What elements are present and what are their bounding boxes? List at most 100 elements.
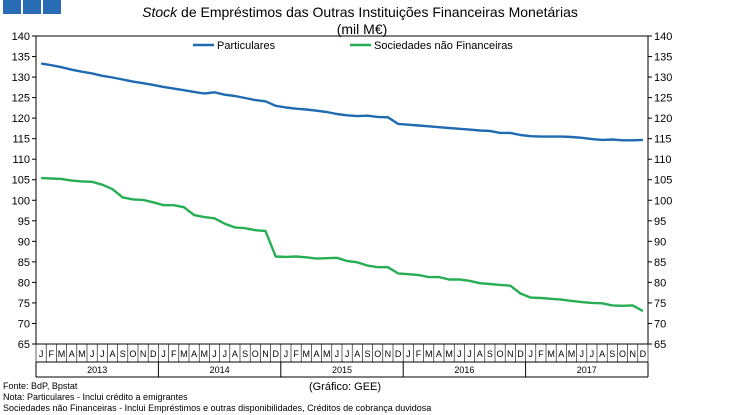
y-tick-label-left: 105 — [12, 175, 30, 187]
x-tick-label-month: J — [100, 349, 105, 359]
chart-title: Stock de Empréstimos das Outras Institui… — [142, 4, 578, 20]
y-tick-label-left: 70 — [18, 318, 30, 330]
y-tick-label-right: 70 — [654, 318, 666, 330]
x-tick-label-month: M — [445, 349, 453, 359]
x-tick-label-month: J — [406, 349, 411, 359]
x-tick-label-month: D — [150, 349, 157, 359]
chart-subtitle: (mil M€) — [337, 21, 388, 37]
x-tick-label-month: A — [69, 349, 75, 359]
x-tick-label-month: F — [538, 349, 544, 359]
y-tick-label-right: 95 — [654, 216, 666, 228]
y-tick-label-right: 80 — [654, 277, 666, 289]
x-tick-label-month: M — [303, 349, 311, 359]
x-tick-label-month: O — [374, 349, 381, 359]
x-tick-label-month: A — [436, 349, 442, 359]
chart-title-rest: de Empréstimos das Outras Instituições F… — [177, 4, 578, 20]
brand-block-2 — [23, 0, 41, 14]
y-tick-label-right: 125 — [654, 93, 672, 105]
x-tick-label-year: 2013 — [87, 365, 107, 375]
x-tick-label-month: F — [293, 349, 299, 359]
series-line-sociedades-nao-financeiras — [41, 176, 644, 313]
y-tick-label-left: 80 — [18, 277, 30, 289]
x-tick-label-month: O — [619, 349, 626, 359]
footnote-note-particulares: Nota: Particulares - Inclui crédito a em… — [3, 392, 188, 402]
y-tick-label-left: 100 — [12, 195, 30, 207]
x-tick-label-month: J — [579, 349, 584, 359]
x-tick-label-month: A — [191, 349, 197, 359]
y-tick-label-left: 115 — [12, 134, 30, 146]
x-tick-label-month: J — [90, 349, 95, 359]
x-tick-label-month: J — [212, 349, 217, 359]
x-tick-label-month: J — [590, 349, 595, 359]
x-tick-label-month: N — [385, 349, 392, 359]
y-tick-label-right: 90 — [654, 236, 666, 248]
y-tick-label-right: 120 — [654, 113, 672, 125]
x-tick-label-month: M — [323, 349, 331, 359]
x-tick-label-month: A — [599, 349, 605, 359]
series-layer — [40, 62, 644, 313]
y-tick-label-left: 135 — [12, 52, 30, 64]
y-tick-label-left: 110 — [12, 154, 30, 166]
x-tick-label-month: O — [497, 349, 504, 359]
x-tick-label-month: M — [568, 349, 576, 359]
brand-block-1 — [3, 0, 21, 14]
x-tick-label-month: M — [58, 349, 66, 359]
y-tick-label-right: 105 — [654, 175, 672, 187]
x-tick-label-month: D — [272, 349, 279, 359]
x-tick-label-month: M — [201, 349, 209, 359]
x-tick-label-month: N — [262, 349, 269, 359]
x-tick-label-month: A — [232, 349, 238, 359]
x-tick-label-month: S — [609, 349, 615, 359]
x-tick-label-month: A — [109, 349, 115, 359]
x-tick-label-month: J — [528, 349, 533, 359]
x-tick-label-month: F — [416, 349, 422, 359]
x-tick-label-year: 2016 — [454, 365, 474, 375]
x-tick-label-month: M — [78, 349, 86, 359]
x-tick-label-month: J — [457, 349, 462, 359]
x-tick-label-year: 2015 — [332, 365, 352, 375]
y-tick-label-right: 85 — [654, 257, 666, 269]
x-tick-label-month: O — [129, 349, 136, 359]
x-tick-label-month: M — [180, 349, 188, 359]
x-tick-label-month: N — [629, 349, 636, 359]
x-tick-label-month: D — [517, 349, 524, 359]
x-tick-label-month: D — [395, 349, 402, 359]
x-tick-label-month: J — [335, 349, 340, 359]
footnote-source: Fonte: BdP, Bpstat — [3, 381, 78, 391]
y-tick-label-left: 90 — [18, 236, 30, 248]
y-tick-label-left: 130 — [12, 72, 30, 84]
legend-label-0: Particulares — [217, 40, 276, 52]
x-tick-label-month: D — [640, 349, 647, 359]
x-tick-label-month: J — [345, 349, 350, 359]
y-tick-label-right: 110 — [654, 154, 672, 166]
y-tick-label-left: 140 — [12, 31, 30, 43]
plot-frame — [35, 35, 649, 345]
x-tick-label-month: M — [425, 349, 433, 359]
x-tick-label-month: J — [284, 349, 289, 359]
x-tick-label-month: J — [161, 349, 166, 359]
source-label: (Gráfico: GEE) — [309, 381, 381, 393]
x-tick-label-month: S — [487, 349, 493, 359]
legend: Particulares Sociedades não Financeiras — [193, 40, 513, 52]
x-tick-label-month: A — [558, 349, 564, 359]
x-tick-label-month: N — [140, 349, 147, 359]
axes: 65 65 70 70 75 75 80 80 85 85 90 90 95 95 100 100 105 105… — [12, 31, 672, 378]
x-tick-label-month: O — [252, 349, 259, 359]
x-tick-label-month: S — [364, 349, 370, 359]
y-tick-label-right: 115 — [654, 134, 672, 146]
x-tick-label-month: F — [49, 349, 55, 359]
x-tick-label-month: S — [120, 349, 126, 359]
legend-label-1: Sociedades não Financeiras — [374, 40, 513, 52]
y-tick-label-left: 120 — [12, 113, 30, 125]
y-tick-label-left: 65 — [18, 339, 30, 351]
x-tick-label-month: J — [222, 349, 227, 359]
y-tick-label-right: 130 — [654, 72, 672, 84]
y-tick-label-left: 125 — [12, 93, 30, 105]
x-tick-label-year: 2017 — [577, 365, 597, 375]
y-tick-label-right: 140 — [654, 31, 672, 43]
y-tick-label-right: 75 — [654, 298, 666, 310]
y-tick-label-left: 95 — [18, 216, 30, 228]
x-tick-label-month: A — [354, 349, 360, 359]
footnote-note-snf: Sociedades não Financeiras - Inclui Empr… — [3, 403, 432, 413]
